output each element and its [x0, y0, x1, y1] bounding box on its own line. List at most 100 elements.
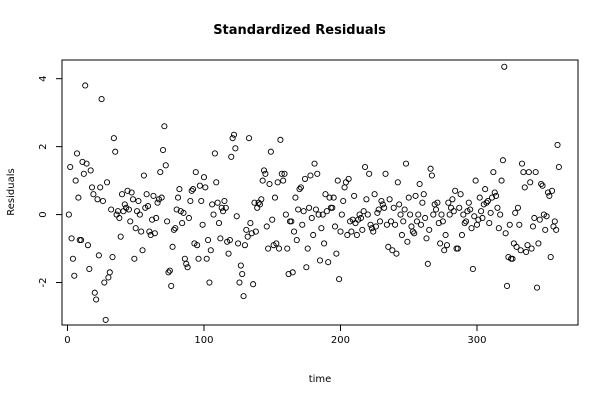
data-point: [392, 221, 399, 228]
data-point: [549, 187, 556, 194]
data-point: [230, 131, 238, 138]
data-point: [99, 197, 106, 205]
data-point: [456, 204, 463, 211]
data-point: [424, 260, 431, 267]
data-point: [250, 281, 257, 288]
data-point: [260, 167, 268, 174]
data-point: [353, 231, 360, 239]
data-point: [131, 255, 138, 262]
data-point: [402, 160, 410, 167]
data-point: [161, 123, 168, 130]
data-point: [412, 192, 419, 199]
data-point: [449, 196, 456, 203]
data-point: [159, 146, 167, 154]
data-point: [534, 284, 541, 291]
y-tick-label: 0: [38, 211, 49, 217]
x-axis-label: time: [309, 374, 332, 385]
data-point: [446, 211, 453, 218]
data-point: [528, 245, 535, 252]
data-point: [150, 192, 157, 199]
data-point: [138, 228, 145, 235]
data-point: [337, 228, 344, 235]
data-point: [91, 289, 98, 296]
data-point: [185, 214, 192, 222]
data-point: [437, 240, 444, 247]
chart-title: Standardized Residuals: [213, 23, 386, 38]
data-point: [125, 206, 132, 213]
data-point: [550, 223, 557, 230]
data-point: [239, 270, 246, 278]
data-point: [333, 250, 340, 257]
data-point: [405, 194, 412, 201]
data-point: [356, 211, 363, 218]
data-point: [69, 255, 76, 262]
data-point: [443, 242, 451, 249]
data-point: [284, 245, 291, 252]
data-point: [450, 208, 457, 215]
data-point: [266, 180, 273, 188]
y-tick-label: 2: [38, 143, 49, 149]
data-point: [237, 262, 244, 269]
data-point: [273, 240, 280, 247]
data-point: [394, 179, 401, 186]
data-point: [422, 214, 429, 222]
data-point: [426, 226, 433, 233]
data-point: [244, 233, 251, 240]
data-point: [129, 196, 137, 203]
data-point: [348, 228, 355, 235]
data-point: [521, 184, 528, 191]
data-point: [105, 274, 112, 281]
data-point: [389, 247, 396, 254]
data-point: [202, 184, 209, 191]
data-point: [387, 218, 395, 225]
data-point: [472, 177, 479, 184]
data-point: [71, 272, 78, 279]
data-point: [527, 179, 534, 186]
data-point: [94, 196, 101, 203]
data-point: [169, 243, 176, 250]
data-point: [442, 231, 449, 239]
data-point: [361, 163, 369, 171]
data-point: [189, 186, 197, 193]
data-point: [108, 206, 115, 213]
data-point: [101, 279, 108, 286]
data-point: [483, 199, 490, 206]
data-point: [364, 211, 371, 218]
data-point: [205, 237, 212, 244]
data-point: [67, 163, 74, 171]
data-point: [468, 225, 475, 232]
data-point: [296, 186, 303, 193]
data-point: [382, 170, 389, 177]
data-point: [303, 264, 310, 271]
data-point: [274, 179, 281, 186]
data-point: [378, 197, 385, 205]
data-point: [114, 208, 122, 215]
data-point: [236, 279, 243, 286]
data-point: [275, 245, 283, 252]
data-point: [518, 160, 526, 167]
data-points: [65, 63, 562, 323]
data-point: [397, 211, 404, 218]
data-point: [299, 221, 306, 228]
y-axis-label: Residuals: [6, 168, 17, 215]
data-point: [503, 282, 511, 289]
data-point: [86, 265, 93, 272]
data-point: [538, 180, 545, 188]
data-point: [487, 209, 494, 216]
data-point: [162, 162, 169, 169]
data-point: [209, 201, 216, 208]
data-point: [170, 226, 177, 233]
data-point: [128, 189, 135, 196]
y-tick-label: -2: [38, 278, 49, 288]
data-point: [232, 145, 239, 152]
data-point: [322, 191, 329, 198]
data-point: [366, 170, 373, 177]
data-point: [259, 177, 266, 184]
data-point: [195, 255, 202, 262]
data-point: [525, 169, 532, 176]
x-axis: 0 100 200 300: [64, 325, 487, 346]
y-axis: -2 0 2 4: [38, 75, 62, 288]
data-point: [536, 216, 543, 223]
data-point: [218, 204, 225, 211]
data-point: [501, 63, 508, 70]
